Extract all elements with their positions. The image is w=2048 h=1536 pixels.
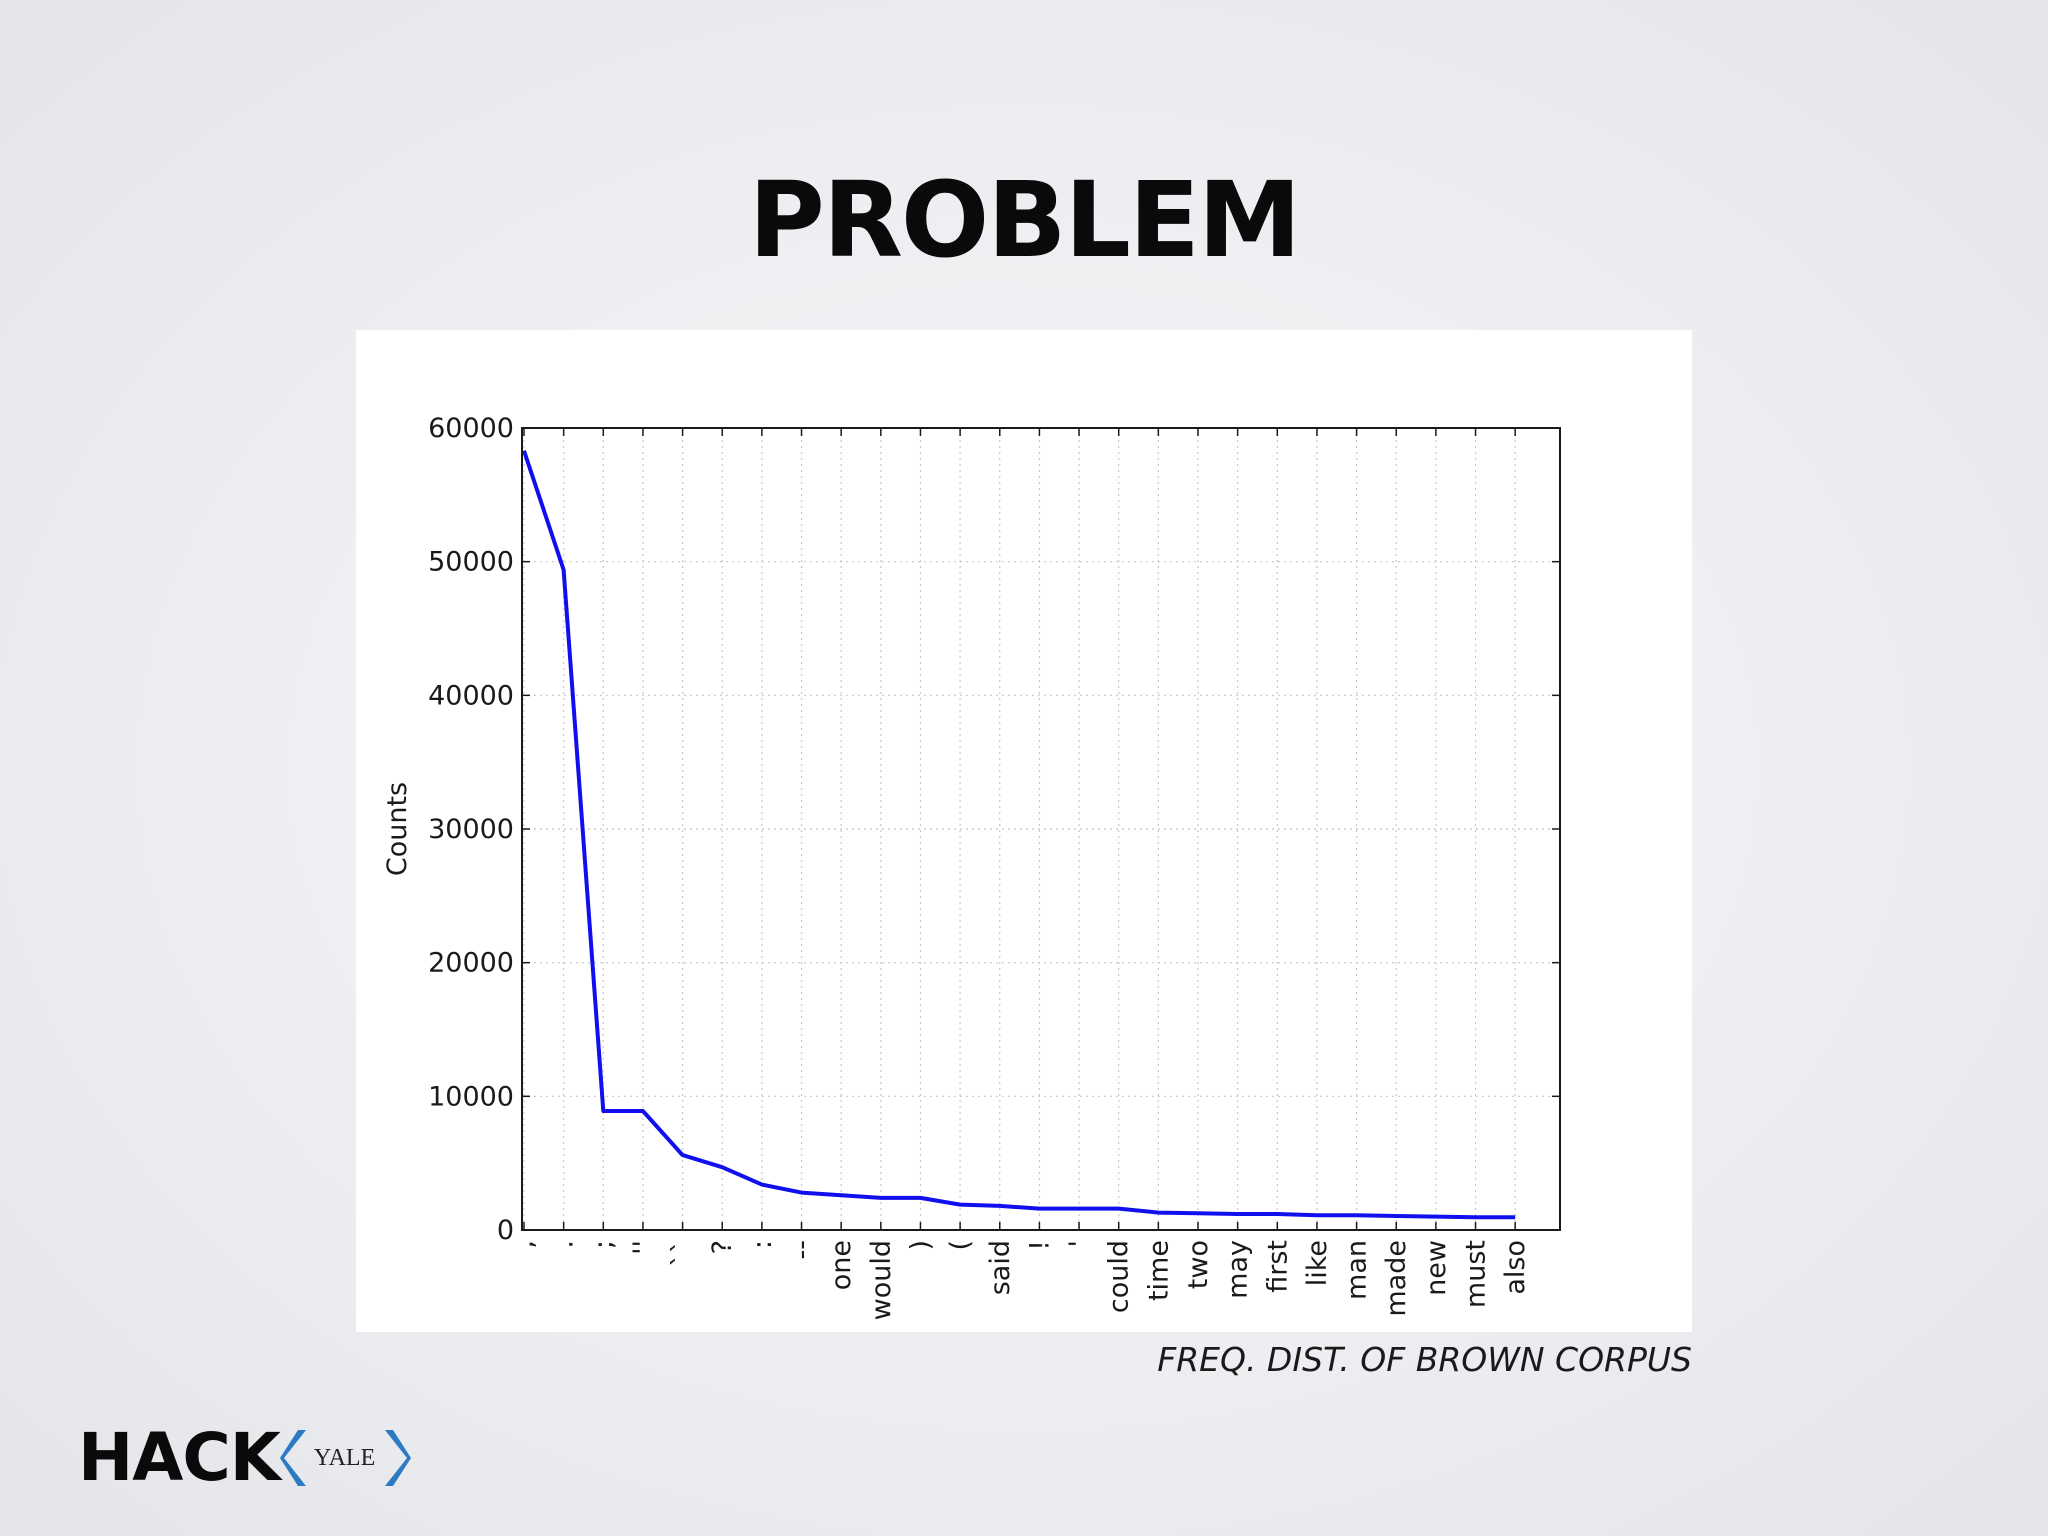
y-tick-label: 50000 <box>428 547 514 578</box>
y-tick-label: 60000 <box>428 413 514 444</box>
x-tick-label: said <box>985 1240 1016 1295</box>
x-tick-label: ' <box>1064 1240 1095 1247</box>
series-counts <box>522 450 1516 1220</box>
grid-lines <box>522 427 1560 1231</box>
y-tick-label: 20000 <box>428 948 514 979</box>
x-tick-label: ? <box>707 1240 738 1254</box>
x-tick-label: would <box>866 1240 897 1320</box>
x-tick-label: . <box>549 1240 580 1249</box>
x-tick-label: `` <box>668 1240 699 1267</box>
x-tick-label: time <box>1143 1240 1174 1301</box>
x-tick-label: man <box>1342 1240 1373 1300</box>
x-tick-label: '' <box>628 1240 659 1255</box>
y-tick-label: 0 <box>497 1215 514 1246</box>
x-tick-label: ( <box>945 1240 976 1251</box>
x-tick-label: like <box>1302 1240 1333 1286</box>
x-tick-label: ! <box>1024 1240 1055 1251</box>
y-tick-label: 40000 <box>428 680 514 711</box>
x-tick-label: new <box>1421 1240 1452 1296</box>
y-axis-label: Counts <box>382 782 413 876</box>
x-tick-label: first <box>1262 1240 1293 1293</box>
x-tick-label: ; <box>588 1240 619 1249</box>
slide-title: PROBLEM <box>748 159 1302 281</box>
hackyale-logo: HACK YALE <box>78 1418 412 1498</box>
chevron-left-icon <box>279 1430 306 1486</box>
x-tick-label: must <box>1461 1240 1492 1308</box>
chart-caption: FREQ. DIST. OF BROWN CORPUS <box>1157 1340 1692 1379</box>
chevron-right-icon <box>385 1430 412 1486</box>
logo-hack-text: HACK <box>78 1419 281 1496</box>
x-tick-label: also <box>1500 1240 1531 1295</box>
x-tick-label: may <box>1223 1240 1254 1299</box>
y-tick-label: 10000 <box>428 1081 514 1112</box>
x-tick-label: , <box>509 1240 540 1249</box>
x-tick-label: one <box>826 1240 857 1290</box>
logo-yale-text: YALE <box>313 1445 376 1471</box>
series-line <box>522 450 1516 1220</box>
x-tick-label: : <box>747 1240 778 1249</box>
chart-panel: 0 10000 20000 30000 40000 50000 60000,.; '' ``?:… <box>356 330 1692 1332</box>
x-tick-label: two <box>1183 1240 1214 1289</box>
x-tick-label: could <box>1104 1240 1135 1313</box>
x-tick-label: -- <box>787 1240 818 1260</box>
x-tick-label: ) <box>905 1240 936 1251</box>
axis-labels: 0 10000 20000 30000 40000 50000 60000,.; '' ``?:… <box>428 413 1531 1320</box>
x-tick-label: made <box>1381 1240 1412 1317</box>
plot-frame <box>521 427 1561 1231</box>
y-tick-label: 30000 <box>428 814 514 845</box>
frequency-line-chart: 0 10000 20000 30000 40000 50000 60000,.; '' ``?:… <box>382 413 1561 1320</box>
